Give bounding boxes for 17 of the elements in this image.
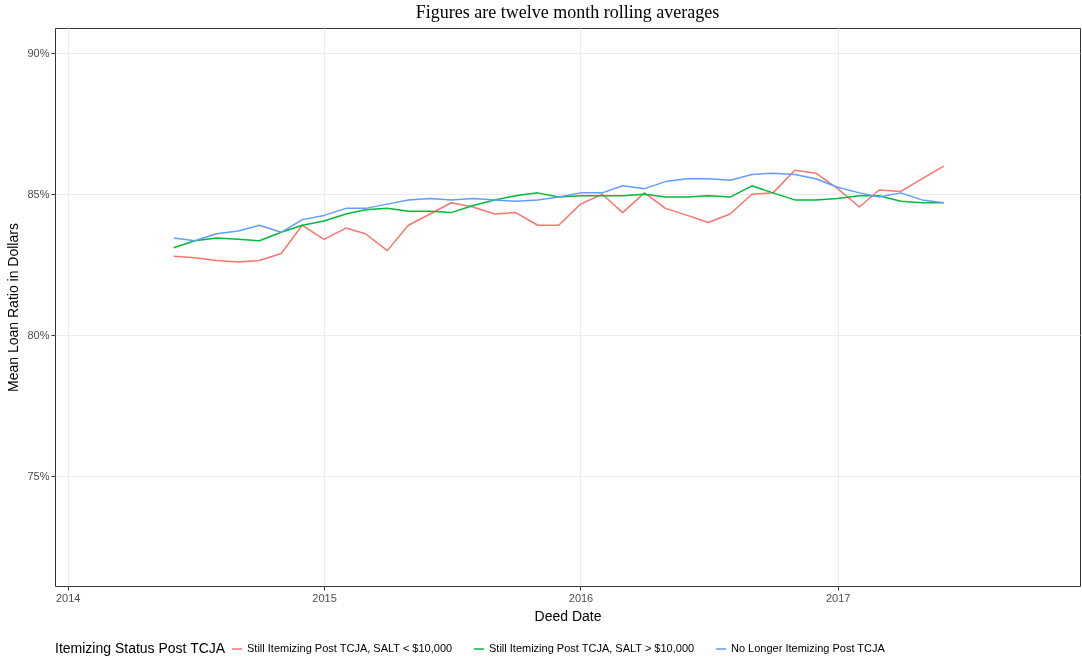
y-tick-label: 90% [27,46,50,59]
y-tick-label: 75% [27,469,50,482]
y-tick-label: 80% [27,328,50,341]
line-series [172,172,945,242]
x-tick-label: 2015 [312,591,337,604]
legend-label: Still Itemizing Post TCJA, SALT > $10,000 [489,642,695,654]
line-series [172,165,945,263]
x-tick-label: 2016 [568,591,594,604]
y-tick-label: 85% [27,187,50,200]
y-axis-title: Mean Loan Ratio in Dollars [5,223,22,392]
chart-title: Figures are twelve month rolling averages [415,2,720,22]
x-axis-title: Deed Date [534,607,602,624]
legend-label: Still Itemizing Post TCJA, SALT < $10,000 [247,642,453,654]
x-tick-label: 2014 [55,591,81,604]
legend-title: Itemizing Status Post TCJA [55,640,226,656]
legend-label: No Longer Itemizing Post TCJA [731,642,886,654]
x-tick-label: 2017 [825,591,851,604]
